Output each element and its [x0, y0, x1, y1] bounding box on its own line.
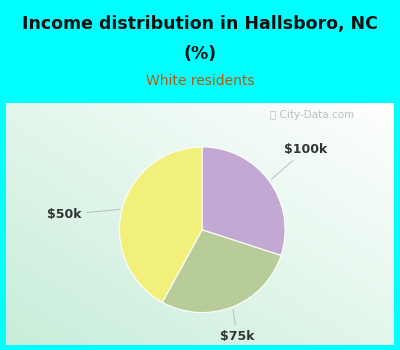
Text: Income distribution in Hallsboro, NC: Income distribution in Hallsboro, NC: [22, 15, 378, 34]
Text: (%): (%): [184, 46, 216, 63]
Text: $50k: $50k: [47, 208, 119, 221]
Wedge shape: [202, 147, 285, 256]
Wedge shape: [162, 230, 281, 313]
Wedge shape: [120, 147, 202, 302]
Text: $100k: $100k: [271, 143, 328, 179]
Text: $75k: $75k: [220, 309, 254, 343]
Text: White residents: White residents: [146, 74, 254, 88]
Text: ⓘ City-Data.com: ⓘ City-Data.com: [270, 111, 354, 120]
